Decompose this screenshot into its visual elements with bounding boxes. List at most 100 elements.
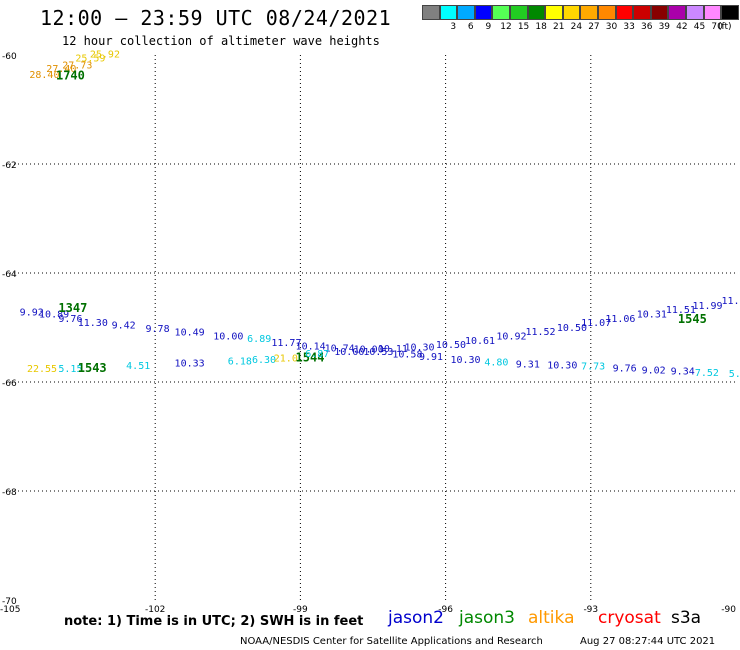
wave-height-label: 10.89 <box>39 310 69 321</box>
wave-height-label: 10.74 <box>325 343 355 354</box>
page-subtitle: 12 hour collection of altimeter wave hei… <box>62 34 380 48</box>
units-note: note: 1) Time is in UTC; 2) SWH is in fe… <box>64 614 364 629</box>
legend-label: 9 <box>485 22 492 32</box>
pass-time-label: 1543 <box>78 361 107 375</box>
wave-height-label: 9.31 <box>516 359 540 370</box>
wave-height-label: 11.06 <box>605 314 635 325</box>
legend-swatch: 15 <box>509 5 529 32</box>
color-legend: 3 6 9 12 15 18 21 24 27 30 33 36 39 42 45 70 <box>422 5 739 32</box>
map-grid <box>10 55 736 600</box>
longitude-label: -96 <box>438 605 453 615</box>
legend-color-box <box>597 5 616 20</box>
wave-height-label: 9.76 <box>613 364 637 375</box>
legend-swatch: 30 <box>597 5 617 32</box>
wave-height-label: 11.51 <box>666 305 696 316</box>
legend-swatch <box>721 5 739 20</box>
latitude-label: -60 <box>2 52 17 62</box>
legend-swatch: 18 <box>527 5 547 32</box>
latitude-label: -68 <box>2 488 17 498</box>
legend-label: 36 <box>640 22 653 32</box>
legend-color-box <box>509 5 528 20</box>
legend-label: 70 <box>711 22 723 32</box>
wave-height-label: 10.00 <box>354 345 384 356</box>
wave-height-label: 10.53 <box>363 347 393 358</box>
wave-height-label: 11.99 <box>692 301 722 312</box>
latitude-label: -66 <box>2 379 17 389</box>
legend-color-box <box>580 5 598 20</box>
legend-unit: (ft) <box>718 22 732 32</box>
wave-height-label: 11.52 <box>525 327 555 338</box>
wave-height-label: 25.59 <box>75 54 105 65</box>
legend-label: 42 <box>676 22 688 32</box>
wave-height-label: 27.40 <box>46 64 76 75</box>
wave-height-label: 7.73 <box>581 361 605 372</box>
legend-swatch: 70 <box>703 5 723 32</box>
wave-height-label: 7.52 <box>695 368 719 379</box>
legend-swatch: 45 <box>685 5 705 32</box>
wave-height-label: 10.33 <box>175 359 205 370</box>
latitude-label: -64 <box>2 270 17 280</box>
wave-height-label: 9.02 <box>642 365 666 376</box>
legend-swatch: 24 <box>562 5 582 32</box>
wave-height-label: 10.50 <box>436 340 466 351</box>
wave-height-label: 9.34 <box>671 366 695 377</box>
legend-color-box <box>527 5 546 20</box>
wave-height-label: 22.55 <box>27 364 57 375</box>
legend-label: 12 <box>500 22 512 32</box>
legend-color-box <box>721 5 739 20</box>
wave-height-label: 10.30 <box>450 355 480 366</box>
wave-height-label: 11.28 <box>721 296 740 307</box>
legend-label: 6 <box>467 22 474 32</box>
satellite-name: s3a <box>671 608 702 628</box>
legend-label: 27 <box>588 22 600 32</box>
legend-color-box <box>668 5 686 20</box>
longitude-label: -99 <box>293 605 308 615</box>
wave-height-label: 9.92 <box>20 308 44 319</box>
satellite-name: jason3 <box>459 608 515 628</box>
wave-height-label: 6.89 <box>247 334 271 345</box>
wave-height-label: 9.42 <box>112 321 136 332</box>
legend-color-box <box>422 5 440 20</box>
wave-height-label: 5.75 <box>729 369 740 380</box>
wave-height-label: 6.18 <box>228 357 252 368</box>
legend-color-box <box>474 5 493 20</box>
latitude-label: -62 <box>2 161 17 171</box>
wave-height-label: 6.30 <box>252 355 276 366</box>
wave-height-label: 10.30 <box>547 360 577 371</box>
wave-height-label: 21.0 <box>274 353 298 364</box>
wave-height-label: 4.80 <box>484 358 508 369</box>
pass-time-label: 1544 <box>296 350 325 364</box>
wave-height-label: 10.00 <box>213 331 243 342</box>
pass-time-label: 1347 <box>58 301 87 315</box>
legend-color-box <box>492 5 510 20</box>
wave-height-label: 10.31 <box>637 310 667 321</box>
wave-height-label: 27.73 <box>62 61 92 72</box>
wave-height-label: 10.50 <box>557 323 587 334</box>
legend-swatch: 39 <box>650 5 670 32</box>
longitude-label: -102 <box>145 605 165 615</box>
axis-labels: -60 -62 -64 -66 -68 -70-105 -102 -99 -96 -93 -90 <box>0 52 736 615</box>
wave-height-label: 11.07 <box>581 318 611 329</box>
wave-height-label: 28.40 <box>29 70 59 81</box>
credit-line: NOAA/NESDIS Center for Satellite Applica… <box>240 636 543 647</box>
legend-color-box <box>439 5 458 20</box>
legend-color-box <box>633 5 651 20</box>
wave-height-label: 9.91 <box>419 352 443 363</box>
legend-swatch: 6 <box>457 5 475 32</box>
longitude-label: -93 <box>583 605 598 615</box>
legend-swatch: 12 <box>492 5 512 32</box>
page-title: 12:00 – 23:59 UTC 08/24/2021 <box>40 6 392 30</box>
pass-time-label: 1545 <box>678 312 707 326</box>
legend-swatch: 42 <box>668 5 688 32</box>
generation-timestamp: Aug 27 08:27:44 UTC 2021 <box>580 636 716 647</box>
legend-color-box <box>457 5 475 20</box>
wave-height-label: 10.58 <box>392 349 422 360</box>
wave-height-label: 5.15 <box>58 364 82 375</box>
legend-label: 24 <box>570 22 583 32</box>
latitude-label: -70 <box>2 597 17 607</box>
legend-color-box <box>615 5 634 20</box>
legend-label: 33 <box>623 22 635 32</box>
satellite-name: altika <box>528 608 575 628</box>
